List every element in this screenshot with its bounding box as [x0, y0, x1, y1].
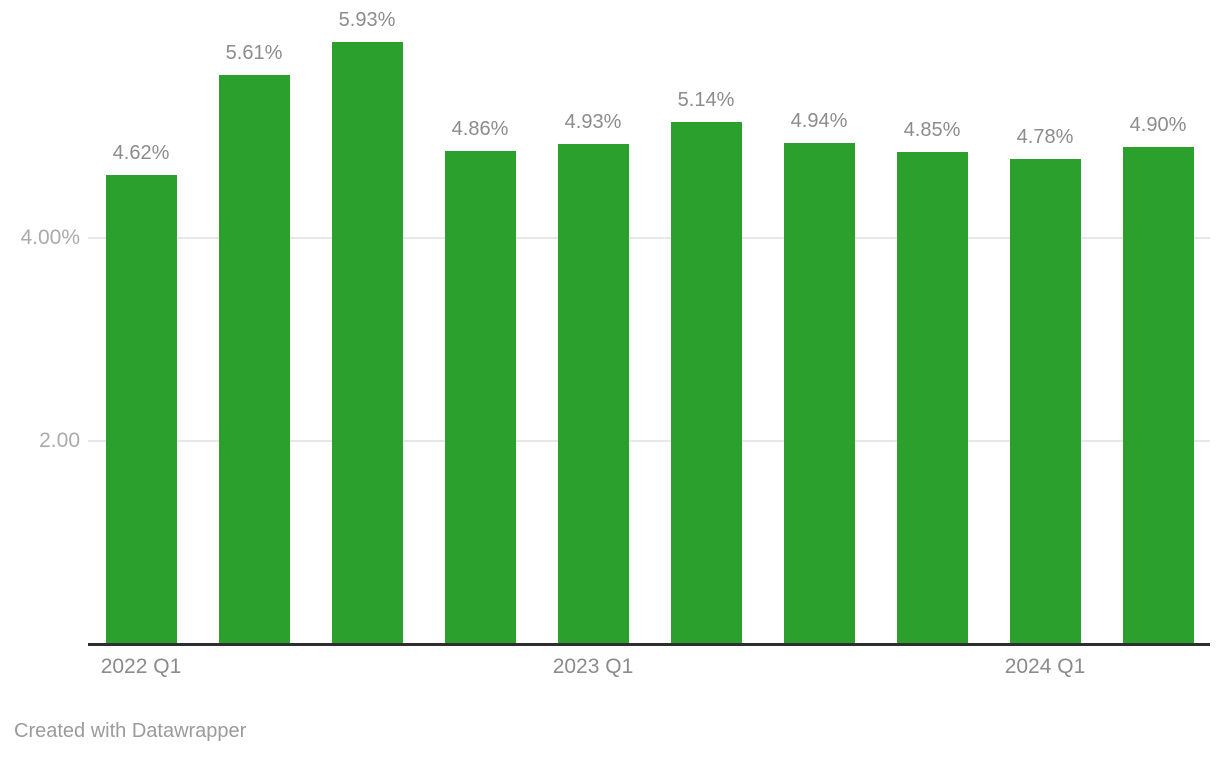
bar-2023-q4[interactable]	[896, 151, 968, 644]
x-axis-line	[88, 643, 1210, 646]
gridline	[88, 237, 1210, 239]
bar-value-label: 5.61%	[225, 41, 283, 64]
x-tick-label: 2023 Q1	[552, 655, 634, 678]
bar-value-label: 4.93%	[564, 110, 622, 133]
y-tick-label: 2.00	[39, 429, 80, 452]
bar-2023-q3[interactable]	[783, 142, 855, 644]
bar-2022-q3[interactable]	[331, 42, 403, 644]
bar-value-label: 4.86%	[451, 117, 509, 140]
bar-2022-q2[interactable]	[218, 74, 290, 644]
bar-2024-q1[interactable]	[1009, 158, 1081, 644]
x-tick-label: 2024 Q1	[1004, 655, 1086, 678]
y-tick-label: 4.00%	[20, 226, 80, 249]
bar-value-label: 4.78%	[1016, 125, 1074, 148]
bar-2024-q2[interactable]	[1122, 146, 1194, 644]
bar-2023-q2[interactable]	[670, 122, 742, 644]
bar-value-label: 4.90%	[1129, 113, 1187, 136]
bar-value-label: 4.94%	[790, 109, 848, 132]
bar-2022-q4[interactable]	[444, 150, 516, 644]
datawrapper-attribution-link[interactable]: Created with Datawrapper	[14, 720, 247, 742]
bar-2023-q1[interactable]	[557, 143, 629, 644]
x-tick-label: 2022 Q1	[100, 655, 182, 678]
bar-value-label: 4.62%	[112, 142, 170, 165]
gridline	[88, 440, 1210, 442]
bar-value-label: 5.14%	[677, 89, 735, 112]
bar-value-label: 5.93%	[338, 9, 396, 32]
bar-value-label: 4.85%	[903, 118, 961, 141]
bar-2022-q1[interactable]	[105, 175, 177, 644]
